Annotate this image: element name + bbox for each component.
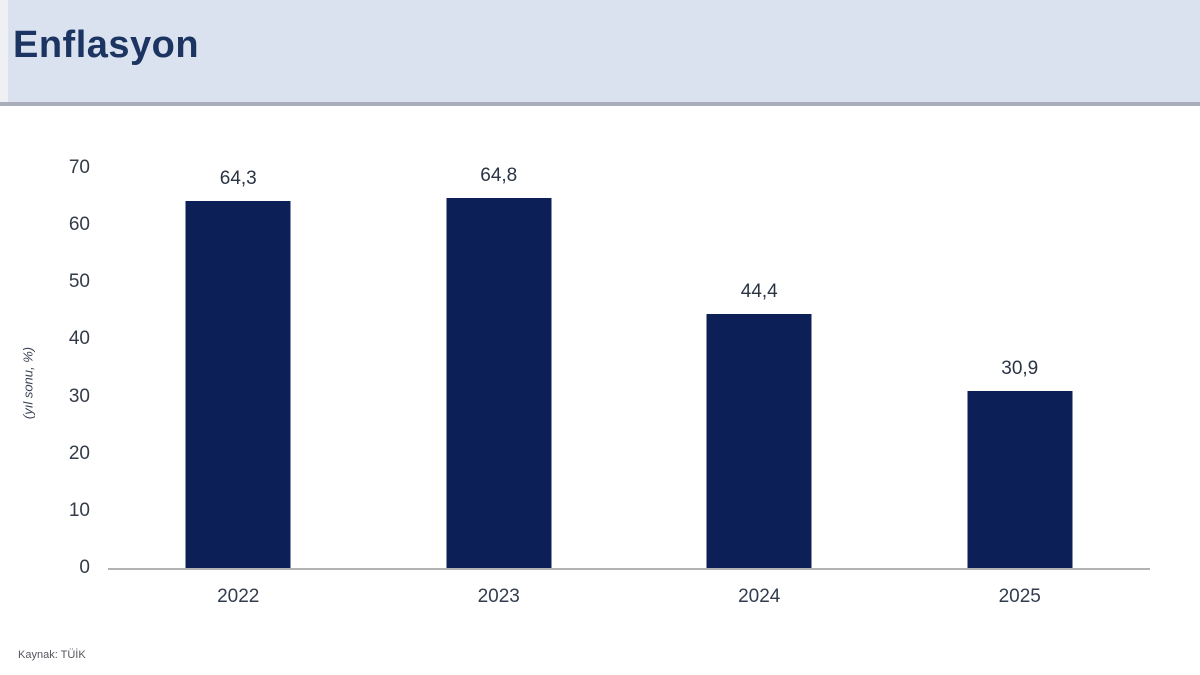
bar-2022 (185, 200, 291, 568)
bar-value-label: 64,8 (480, 164, 518, 186)
page-title: Enflasyon (13, 24, 200, 66)
y-axis-tick-label: 10 (68, 499, 90, 521)
x-axis-tick-label: 2024 (738, 586, 781, 607)
y-axis-tick-label: 60 (68, 214, 90, 236)
x-axis-tick-label: 2022 (217, 586, 260, 607)
source-note: Kaynak: TÜİK (18, 649, 86, 661)
bar-value-label: 44,4 (740, 281, 778, 303)
y-axis-tick-label: 70 (68, 157, 90, 178)
bar-2025 (967, 391, 1073, 568)
x-axis-tick-label: 2025 (998, 586, 1041, 607)
x-axis-tick-label: 2023 (477, 586, 520, 607)
bar-2023 (446, 197, 552, 568)
y-axis-tick-label: 20 (68, 442, 90, 464)
header-left-strip (0, 0, 8, 102)
x-axis-line (108, 568, 1150, 570)
header: Enflasyon (0, 0, 1200, 106)
bar-2024 (706, 314, 812, 568)
x-axis-labels: 2022 2023 2024 2025 (108, 586, 1150, 614)
plot-area: 64,3 64,8 44,4 30,9 (108, 164, 1150, 570)
y-axis-tick-label: 40 (68, 328, 90, 350)
bar-value-label: 64,3 (219, 167, 257, 189)
y-axis-label: (yıl sonu, %) (20, 346, 36, 420)
y-axis-tick-label: 0 (79, 557, 90, 578)
bar-value-label: 30,9 (1001, 358, 1039, 380)
y-axis-ticks: 70 60 50 40 30 20 10 0 (40, 157, 90, 578)
y-axis-tick-label: 30 (68, 385, 90, 407)
y-axis-tick-label: 50 (68, 271, 90, 293)
